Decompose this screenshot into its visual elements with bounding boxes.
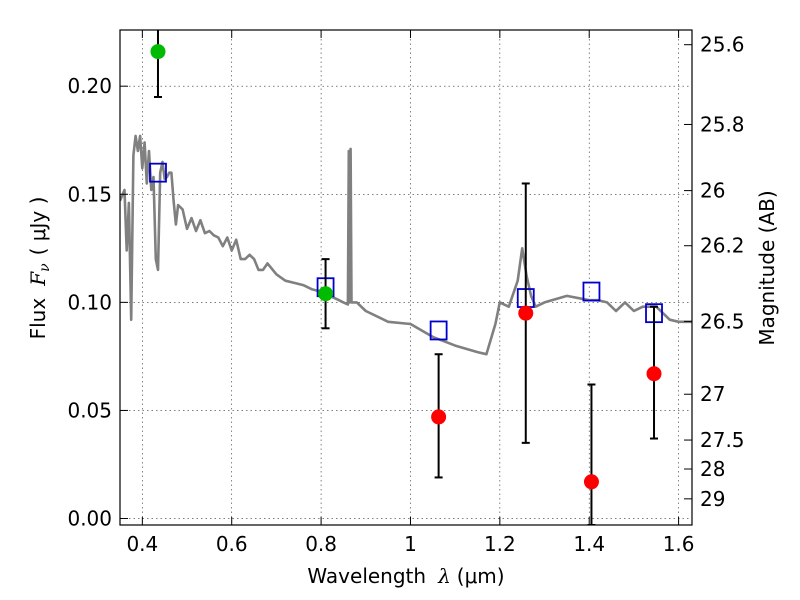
grid-lines bbox=[120, 30, 692, 525]
x-axis-label-unit: (μm) bbox=[457, 564, 505, 588]
model-spectrum-line bbox=[120, 134, 692, 356]
y-axis-label-subscript: ν bbox=[37, 263, 53, 272]
model-band-square bbox=[149, 162, 167, 183]
x-tick-label: 0.4 bbox=[126, 532, 158, 556]
x-tick-label: 1.4 bbox=[573, 532, 605, 556]
y-axis-label-text: Flux bbox=[26, 298, 50, 340]
y2-tick-label: 26.2 bbox=[700, 234, 745, 258]
y2-tick-label: 25.8 bbox=[700, 112, 745, 136]
x-axis-ticks: 0.4 0.6 0.8 1 1.2 1.4 1.6 bbox=[126, 30, 695, 556]
y-tick-label: 0.15 bbox=[67, 182, 112, 206]
x-tick-label: 1 bbox=[404, 532, 417, 556]
y-tick-label: 0.05 bbox=[67, 398, 112, 422]
x-tick-label: 1.6 bbox=[663, 532, 695, 556]
y2-axis-ticks: 25.6 25.8 26 26.2 26.5 27 27.5 28 29 bbox=[684, 33, 745, 511]
y-axis-label-unit: ( μJy ) bbox=[26, 197, 50, 256]
model-band-square bbox=[429, 320, 448, 341]
y2-tick-label: 27 bbox=[700, 382, 725, 406]
non-detection-point bbox=[431, 409, 447, 425]
x-axis-label-symbol: λ bbox=[437, 564, 451, 588]
x-axis-label-text: Wavelength bbox=[307, 564, 426, 588]
y-axis-label: Flux Fν ( μJy ) bbox=[26, 197, 53, 340]
y2-tick-label: 26 bbox=[700, 179, 725, 203]
detection-point bbox=[318, 286, 334, 302]
non-detection-point bbox=[646, 366, 662, 382]
plot-frame bbox=[119, 29, 693, 526]
y-axis-ticks: 0.00 0.05 0.10 0.15 0.20 bbox=[67, 74, 128, 531]
y2-tick-label: 28 bbox=[700, 457, 725, 481]
y-tick-label: 0.00 bbox=[67, 507, 112, 531]
y-tick-label: 0.10 bbox=[67, 290, 112, 314]
y2-tick-label: 25.6 bbox=[700, 33, 745, 57]
x-axis-label: Wavelength λ (μm) bbox=[307, 564, 504, 588]
y2-axis-label: Magnitude (AB) bbox=[755, 190, 779, 345]
detection-point bbox=[150, 44, 166, 60]
y-tick-label: 0.20 bbox=[67, 74, 112, 98]
detection-markers bbox=[150, 44, 334, 302]
y2-tick-label: 29 bbox=[700, 487, 725, 511]
x-tick-label: 0.8 bbox=[305, 532, 337, 556]
plot-area bbox=[120, 30, 692, 525]
non-detection-markers bbox=[431, 305, 662, 490]
y-axis-label-symbol: F bbox=[26, 271, 50, 287]
y2-tick-label: 27.5 bbox=[700, 428, 745, 452]
y2-tick-label: 26.5 bbox=[700, 309, 745, 333]
x-tick-label: 0.6 bbox=[216, 532, 248, 556]
x-tick-label: 1.2 bbox=[484, 532, 516, 556]
model-band-square bbox=[582, 281, 601, 302]
non-detection-point bbox=[518, 305, 534, 321]
non-detection-point bbox=[583, 474, 599, 490]
